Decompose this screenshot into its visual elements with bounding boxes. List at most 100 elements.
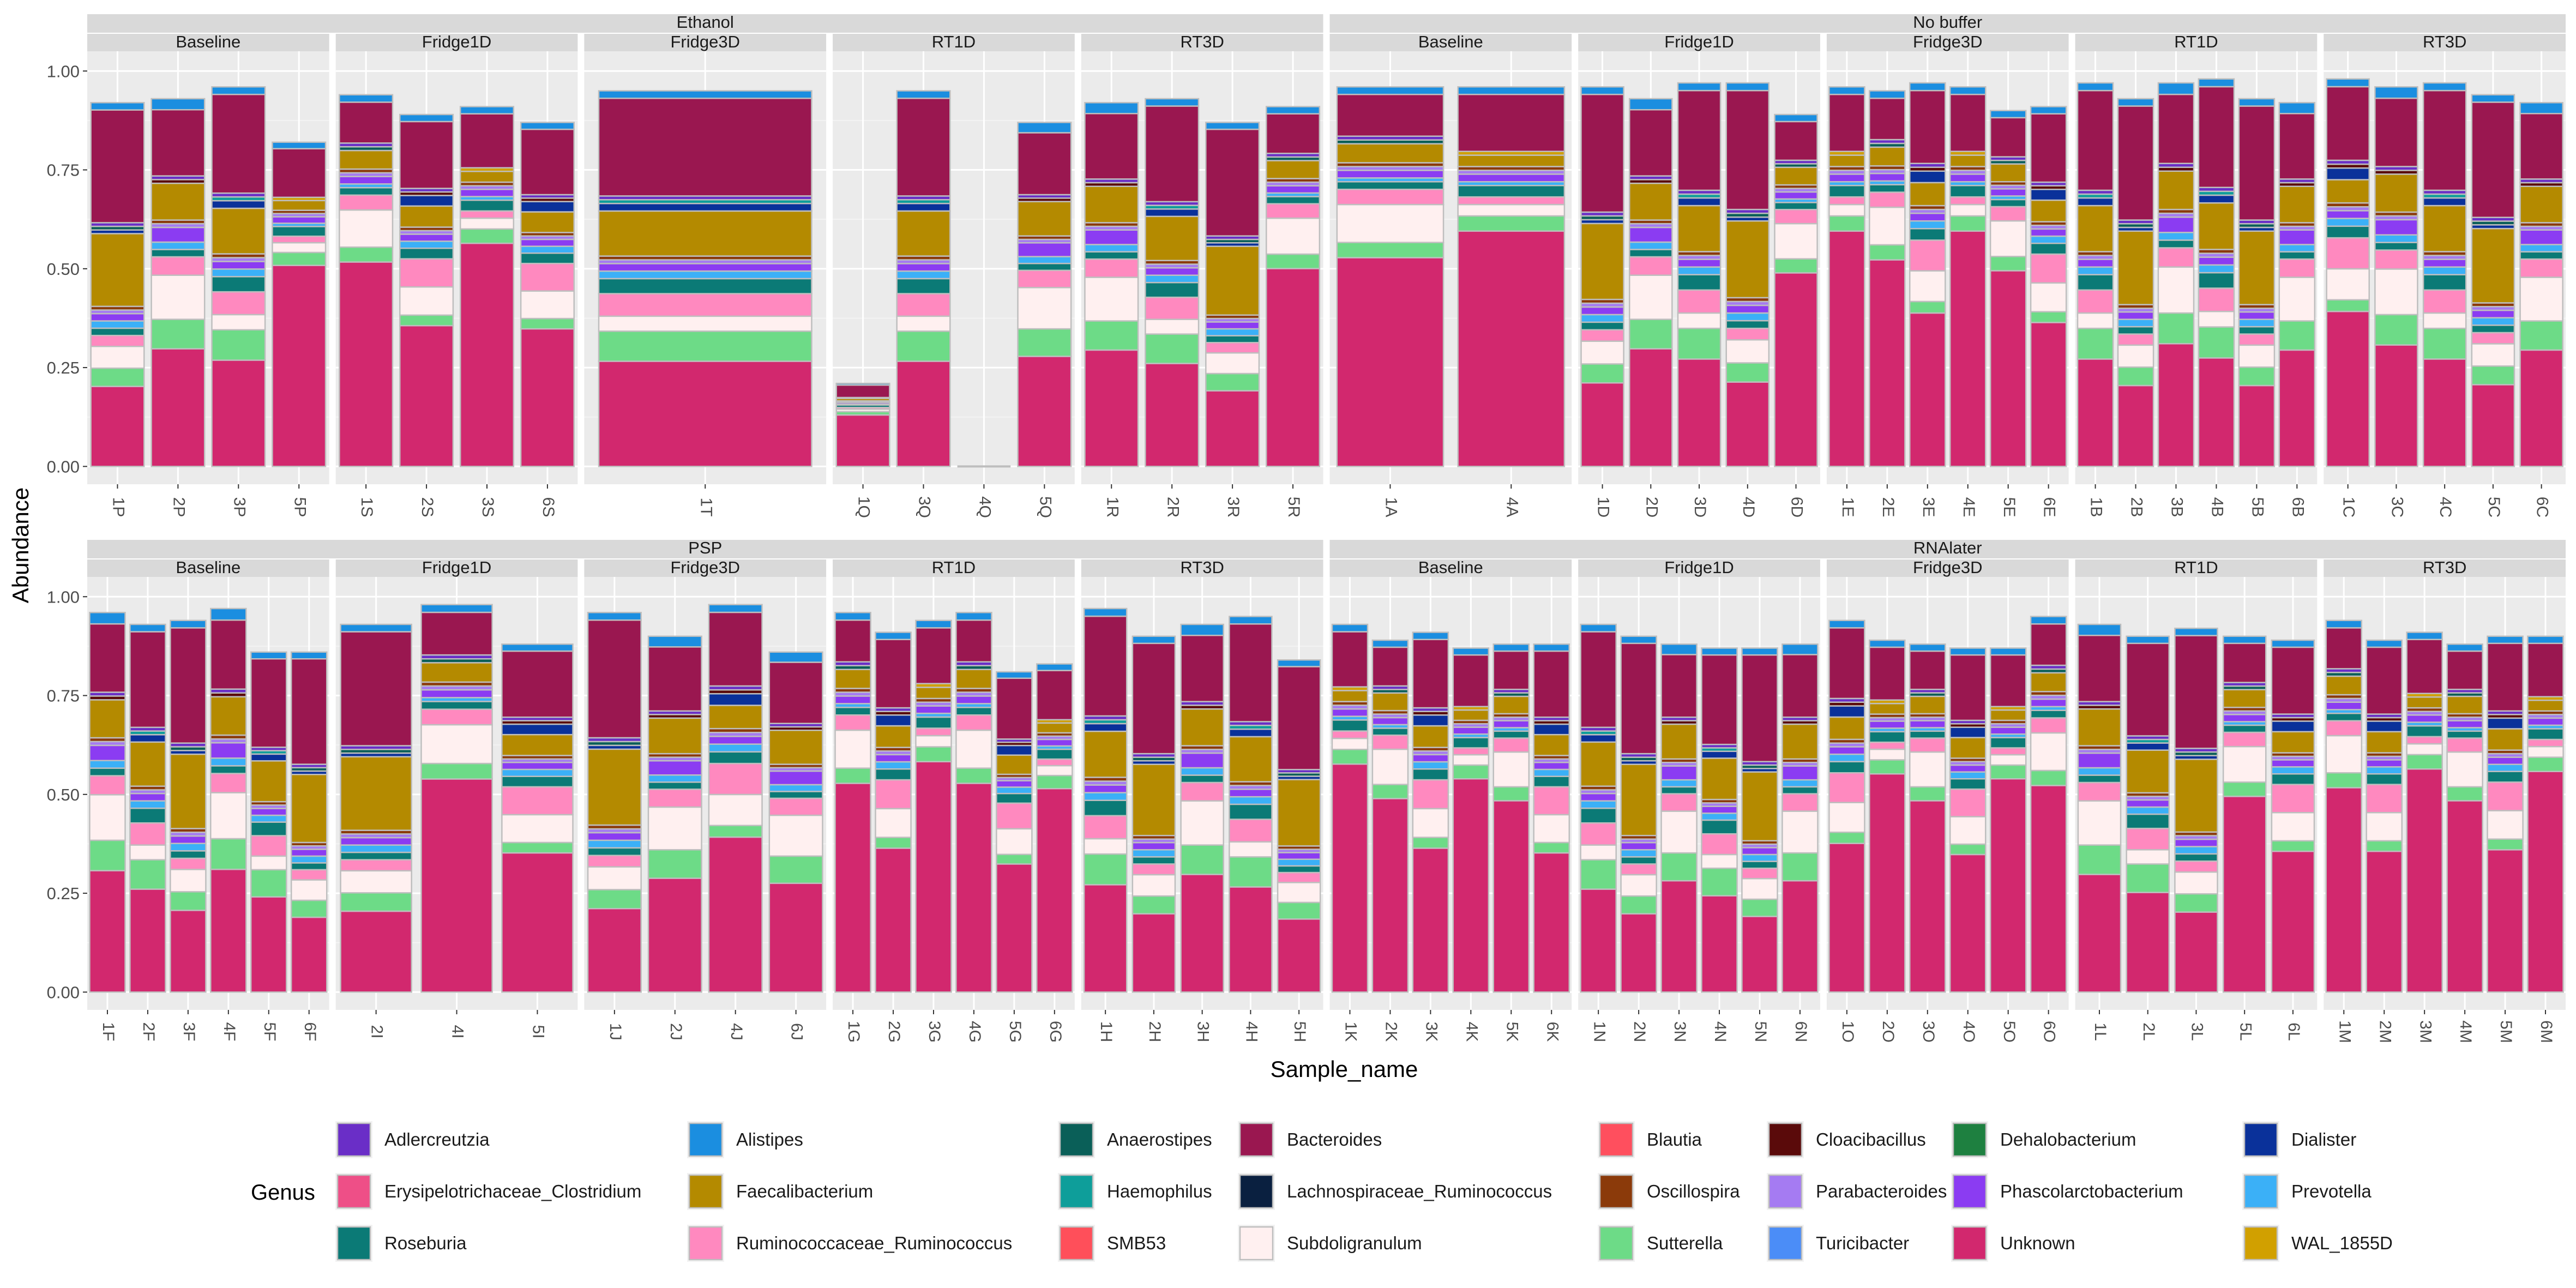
bar-segment-Bacteroides bbox=[1989, 117, 2027, 158]
bar-6G bbox=[1036, 663, 1073, 993]
bar-segment-Bacteroides bbox=[1452, 654, 1490, 708]
x-tick-label: 5E bbox=[2000, 497, 2018, 517]
bar-segment-Phascolarctobacterium bbox=[1620, 842, 1657, 851]
bar-segment-Ruminococcaceae_Ruminococcus bbox=[2030, 253, 2067, 284]
bar-segment-Dialister bbox=[1677, 197, 1722, 207]
bar-segment-Roseburia bbox=[2326, 225, 2370, 239]
bar-segment-Phascolarctobacterium bbox=[2325, 701, 2363, 711]
bar-segment-Faecalibacterium bbox=[1869, 146, 1906, 167]
bar-segment-Unknown bbox=[875, 847, 912, 993]
bar-segment-Phascolarctobacterium bbox=[2471, 309, 2515, 318]
bar-segment-Unknown bbox=[1036, 787, 1073, 993]
bar-segment-Alistipes bbox=[290, 651, 328, 660]
bar-segment-Dialister bbox=[520, 201, 575, 213]
bar-segment-Prevotella bbox=[2198, 264, 2235, 274]
bar-segment-Alistipes bbox=[1869, 90, 1906, 99]
bar-segment-Ruminococcaceae_Ruminococcus bbox=[1492, 737, 1530, 753]
bar-segment-Prevotella bbox=[2271, 766, 2315, 775]
facet-strip-condition bbox=[87, 34, 329, 51]
bar-segment-Faecalibacterium bbox=[2198, 202, 2235, 250]
bar-segment-Alistipes bbox=[834, 612, 871, 621]
bar-4G bbox=[955, 612, 992, 993]
bar-segment-Sutterella bbox=[2374, 314, 2418, 346]
legend-item: Sutterella bbox=[1598, 1225, 1723, 1262]
legend-item: Adlercreutzia bbox=[335, 1121, 490, 1158]
x-tick-label: 5N bbox=[1752, 1021, 1770, 1042]
bar-segment-Prevotella bbox=[1949, 771, 1987, 780]
bar-segment-Dialister bbox=[1412, 714, 1449, 727]
bar-segment-Alistipes bbox=[1412, 631, 1449, 640]
x-tick-label: 4F bbox=[220, 1022, 238, 1041]
bar-segment-Ruminococcaceae_Ruminococcus bbox=[1725, 327, 1770, 341]
legend-label: Bacteroides bbox=[1287, 1129, 1382, 1149]
bar-segment-Bacteroides bbox=[2406, 639, 2443, 694]
bar-segment-Prevotella bbox=[2030, 235, 2067, 244]
bar-segment-Phascolarctobacterium bbox=[834, 695, 871, 705]
bar-segment-Bacteroides bbox=[2325, 627, 2363, 670]
bar-segment-Faecalibacterium bbox=[1205, 245, 1260, 316]
bar-6B bbox=[2278, 102, 2316, 467]
bar-3L bbox=[2174, 628, 2218, 993]
bar-segment-Ruminococcaceae_Ruminococcus bbox=[1336, 188, 1445, 206]
bar-segment-Faecalibacterium bbox=[768, 729, 823, 765]
legend-title: Genus bbox=[251, 1181, 315, 1205]
bar-segment-Roseburia bbox=[1036, 748, 1073, 760]
bar-segment-Prevotella bbox=[129, 800, 166, 809]
bar-segment-Sutterella bbox=[1017, 328, 1072, 357]
bar-segment-Unknown bbox=[2157, 343, 2195, 467]
bar-segment-Subdoligranulum bbox=[896, 315, 951, 332]
legend-item: Anaerostipes bbox=[1058, 1121, 1212, 1158]
legend-swatch bbox=[336, 1122, 371, 1157]
legend-item: Prevotella bbox=[2242, 1173, 2372, 1210]
x-tick-label: 2M bbox=[2376, 1020, 2394, 1043]
legend-label: Anaerostipes bbox=[1107, 1129, 1212, 1149]
bar-segment-Faecalibacterium bbox=[1989, 709, 2027, 721]
bar-segment-Faecalibacterium bbox=[1725, 220, 1770, 299]
bar-6F bbox=[290, 651, 328, 993]
facet-strip-condition-label: Fridge1D bbox=[422, 32, 492, 51]
bar-segment-Bacteroides bbox=[835, 384, 890, 399]
bar-segment-Alistipes bbox=[1205, 122, 1260, 130]
x-tick-label: 4C bbox=[2436, 497, 2454, 517]
bar-segment-Bacteroides bbox=[1412, 639, 1449, 709]
legend-item: Faecalibacterium bbox=[687, 1173, 873, 1210]
bar-2B bbox=[2117, 98, 2154, 467]
x-tick-label: 3K bbox=[1422, 1022, 1440, 1042]
bar-segment-Bacteroides bbox=[2222, 642, 2267, 683]
bar-3M bbox=[2406, 631, 2443, 993]
bar-segment-Ruminococcaceae_Ruminococcus bbox=[211, 291, 266, 316]
bar-segment-Ruminococcaceae_Ruminococcus bbox=[1909, 737, 1946, 753]
bar-segment-Alistipes bbox=[1909, 82, 1946, 92]
bar-segment-Subdoligranulum bbox=[1371, 748, 1409, 785]
bar-segment-Ruminococcaceae_Ruminococcus bbox=[420, 708, 493, 726]
x-tick-label: 3L bbox=[2188, 1022, 2206, 1040]
bar-segment-Faecalibacterium bbox=[1180, 708, 1224, 747]
bar-segment-Bacteroides bbox=[1701, 654, 1738, 745]
bar-5R bbox=[1265, 106, 1321, 467]
bar-segment-Roseburia bbox=[1629, 249, 1673, 258]
bar-segment-Faecalibacterium bbox=[1533, 733, 1570, 756]
bar-segment-Roseburia bbox=[875, 768, 912, 781]
legend: Genus Adlercreutzia Alistipes Anaerostipes B… bbox=[251, 1121, 2393, 1262]
bar-segment-Ruminococcaceae_Ruminococcus bbox=[399, 258, 454, 288]
bar-segment-Ruminococcaceae_Ruminococcus bbox=[1131, 863, 1176, 876]
bar-segment-Sutterella bbox=[768, 855, 823, 884]
bar-segment-Bacteroides bbox=[1131, 642, 1176, 755]
bar-segment-Ruminococcaceae_Ruminococcus bbox=[2077, 781, 2122, 802]
bar-segment-Bacteroides bbox=[129, 631, 166, 729]
bar-segment-Faecalibacterium bbox=[2117, 230, 2154, 305]
bar-segment-Bacteroides bbox=[2326, 86, 2370, 161]
legend-swatch bbox=[2243, 1226, 2278, 1261]
bar-segment-Unknown bbox=[2238, 384, 2276, 467]
bar-segment-Bacteroides bbox=[1741, 654, 1778, 762]
bar-segment-Faecalibacterium bbox=[708, 705, 763, 730]
bar-segment-Subdoligranulum bbox=[1869, 748, 1906, 761]
bar-segment-Subdoligranulum bbox=[399, 286, 454, 316]
bar-segment-Unknown bbox=[1492, 800, 1530, 993]
bar-segment-Alistipes bbox=[1457, 86, 1566, 95]
bar-segment-Alistipes bbox=[340, 623, 412, 633]
bar-segment-Unknown bbox=[834, 783, 871, 993]
bar-segment-Roseburia bbox=[1017, 262, 1072, 272]
bar-segment-Roseburia bbox=[647, 781, 702, 790]
x-tick-label: 3P bbox=[230, 497, 248, 517]
